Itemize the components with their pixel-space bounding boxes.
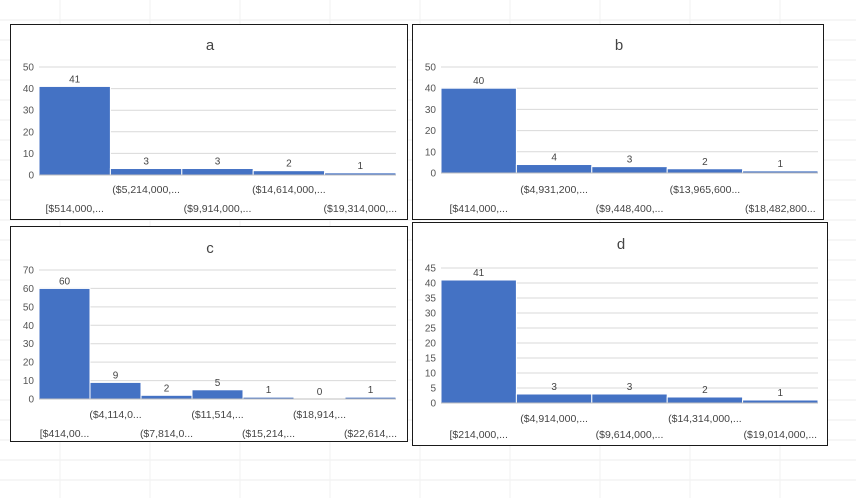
chart-panel-c[interactable]: c 0 10 20 30 40 50 60 70 60 9 2 5 1 0 1 [$414,00... ($4,1… [10,226,408,442]
x-category-label: ($4,114,0... [89,409,141,421]
x-category-label: [$414,00... [40,428,90,440]
histogram-bar [666,168,744,174]
chart-panel-d[interactable]: d 0 5 10 15 20 25 30 35 40 45 41 3 3 2 1 [$214,000,... ($… [412,222,828,446]
data-label: 1 [778,388,784,399]
y-tick-label: 70 [23,266,35,277]
y-tick-label: 35 [425,294,437,305]
x-category-label: ($5,214,000,... [112,184,180,196]
data-label: 2 [702,157,708,168]
data-label: 3 [551,382,557,393]
x-category-label: [$514,000,... [46,203,104,215]
data-label: 3 [627,155,633,166]
y-tick-label: 0 [430,399,436,410]
y-tick-label: 25 [425,324,437,335]
data-label: 3 [627,382,633,393]
y-tick-label: 50 [23,302,35,313]
chart-title: c [206,240,214,257]
y-tick-label: 20 [425,339,437,350]
data-label: 41 [69,74,81,85]
x-category-label: ($9,914,000,... [184,203,252,215]
histogram-bar [440,279,517,404]
chart-title: b [615,37,623,54]
histogram-bar [140,394,193,400]
data-label: 40 [473,76,485,87]
data-label: 1 [358,161,364,172]
x-category-label: ($4,914,000,... [520,413,588,425]
x-category-label: ($14,614,000,... [252,184,326,196]
y-tick-label: 50 [23,63,35,74]
y-tick-label: 10 [425,369,437,380]
y-tick-label: 10 [23,149,35,160]
data-label: 60 [59,276,71,287]
data-label: 2 [702,385,708,396]
y-tick-label: 45 [425,264,437,275]
y-tick-label: 10 [425,147,437,158]
x-category-label: ($4,931,200,... [520,184,588,196]
y-tick-label: 30 [425,309,437,320]
y-tick-label: 30 [23,106,35,117]
data-label: 4 [551,153,557,164]
y-tick-label: 0 [28,395,34,406]
y-tick-label: 40 [425,84,437,95]
x-category-label: ($19,314,000,... [324,203,398,215]
y-tick-label: 40 [23,84,35,95]
x-category-label: [$214,000,... [450,429,508,441]
y-tick-label: 0 [28,171,34,182]
data-label: 2 [164,383,170,394]
data-label: 2 [286,159,292,170]
data-label: 1 [368,385,374,396]
y-tick-label: 5 [430,384,436,395]
chart-panel-b[interactable]: b 0 10 20 30 40 50 40 4 3 2 1 [$414,000,... ($4,931,2… [412,24,824,220]
data-label: 3 [215,157,221,168]
x-category-label: ($9,614,000,... [596,429,664,441]
x-category-label: ($13,965,600... [670,184,741,196]
histogram-bar [109,168,183,176]
data-label: 1 [266,385,272,396]
x-category-label: ($19,014,000,... [744,429,818,441]
data-label: 41 [473,268,485,279]
data-label: 3 [143,157,149,168]
x-category-label: ($7,814,0... [140,428,193,440]
histogram-bar [666,396,744,404]
data-label: 9 [113,370,119,381]
histogram-bar [38,287,91,400]
y-tick-label: 40 [23,321,35,332]
y-tick-label: 15 [425,354,437,365]
chart-title: d [617,236,625,253]
x-category-label: ($22,614,... [344,428,397,440]
histogram-bar [252,170,326,176]
y-tick-label: 50 [425,63,437,74]
chart-title: a [206,37,215,54]
y-tick-label: 20 [23,358,35,369]
histogram-bar [591,393,668,404]
y-tick-label: 20 [23,127,35,138]
data-label: 1 [778,159,784,170]
y-tick-label: 20 [425,126,437,137]
data-label: 0 [317,387,323,398]
y-tick-label: 0 [430,169,436,180]
histogram-bar [591,166,668,174]
y-tick-label: 10 [23,376,35,387]
histogram-bar [515,393,593,404]
y-tick-label: 30 [425,105,437,116]
histogram-bar [181,168,254,176]
y-tick-label: 60 [23,284,35,295]
data-label: 5 [215,378,221,389]
x-category-label: ($14,314,000,... [668,413,742,425]
x-category-label: ($11,514,... [191,409,243,421]
x-category-label: ($18,914,... [293,409,346,421]
histogram-bar [515,164,593,174]
x-category-label: ($18,482,800... [745,203,816,215]
chart-panel-a[interactable]: a 0 10 20 30 40 50 41 3 3 2 1 [$514,000,... ($5,214,0… [10,24,408,220]
y-tick-label: 30 [23,339,35,350]
x-category-label: ($15,214,... [242,428,295,440]
histogram-bar [38,85,111,176]
histogram-bar [191,389,244,400]
y-tick-label: 40 [425,279,437,290]
x-category-label: [$414,000,... [450,203,508,215]
histogram-bar [440,87,517,174]
x-category-label: ($9,448,400,... [596,203,664,215]
histogram-bar [89,381,142,400]
